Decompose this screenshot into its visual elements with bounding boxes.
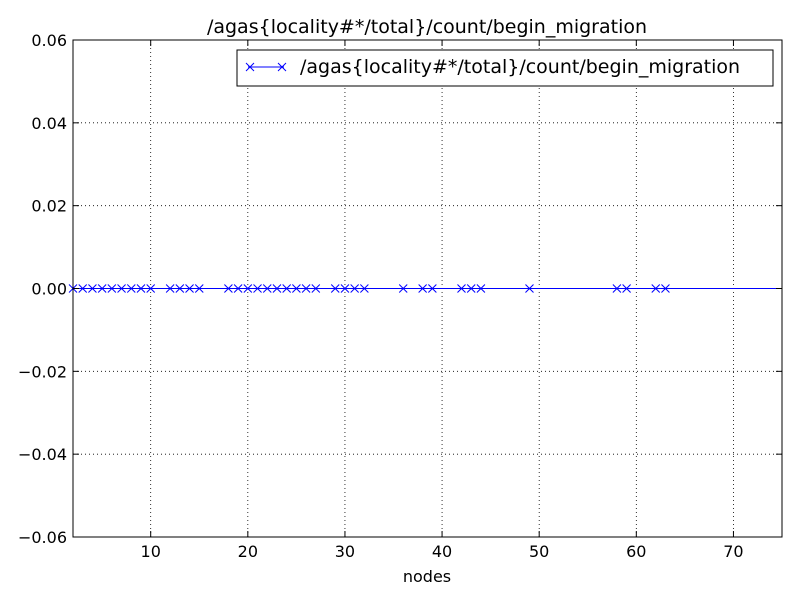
marker-stroke xyxy=(272,284,282,293)
x-tick-label: 60 xyxy=(626,542,646,561)
y-tick-label: 0.04 xyxy=(31,114,67,133)
y-tick-label: −0.02 xyxy=(18,362,67,381)
marker-stroke xyxy=(78,284,88,293)
marker-stroke xyxy=(612,284,622,293)
legend: /agas{locality#*/total}/count/begin_migr… xyxy=(236,49,774,87)
data-point-x-marker xyxy=(146,284,156,293)
marker-stroke xyxy=(146,284,156,293)
data-point-x-marker xyxy=(107,284,117,293)
data-point-x-marker xyxy=(175,284,185,293)
data-point-x-marker xyxy=(466,284,476,293)
marker-stroke xyxy=(466,284,476,293)
series-layer xyxy=(68,284,782,293)
marker-stroke xyxy=(340,284,350,293)
data-point-x-marker xyxy=(311,284,321,293)
marker-stroke xyxy=(253,284,262,293)
legend-label: /agas{locality#*/total}/count/begin_migr… xyxy=(300,56,740,78)
marker-stroke xyxy=(262,284,272,293)
data-point-x-marker xyxy=(330,284,340,293)
marker-stroke xyxy=(117,284,126,293)
y-tick-label: 0.06 xyxy=(31,31,67,50)
x-tick-label: 20 xyxy=(238,542,258,561)
marker-stroke xyxy=(175,284,185,293)
data-point-x-marker xyxy=(117,284,126,293)
marker-stroke xyxy=(428,284,437,293)
y-tick-label: −0.06 xyxy=(18,528,67,547)
data-point-x-marker xyxy=(126,284,136,293)
x-tick-label: 70 xyxy=(723,542,743,561)
marker-stroke xyxy=(165,284,175,293)
ticks: 10 20 30 40 50 60 70 −0.06 −0.04 −0.02 0.00 0.02 0.0… xyxy=(18,31,782,561)
y-tick-label: −0.04 xyxy=(18,445,67,464)
data-point-x-marker xyxy=(136,284,146,293)
chart-title: /agas{locality#*/total}/count/begin_migr… xyxy=(207,16,647,38)
data-point-x-marker xyxy=(398,284,408,293)
marker-stroke xyxy=(398,284,408,293)
marker-stroke xyxy=(651,284,661,293)
marker-stroke xyxy=(661,284,670,293)
data-point-x-marker xyxy=(224,284,233,293)
y-tick-label: 0.00 xyxy=(31,280,67,299)
legend-x-marker-icon xyxy=(245,62,287,72)
marker-stroke xyxy=(88,284,97,293)
data-point-x-marker xyxy=(97,284,107,293)
x-tick-label: 30 xyxy=(335,542,355,561)
marker-stroke xyxy=(224,284,233,293)
x-axis-title: nodes xyxy=(403,567,451,586)
marker-stroke xyxy=(243,284,253,293)
data-point-x-marker xyxy=(428,284,437,293)
marker-stroke xyxy=(282,284,292,293)
data-point-x-marker xyxy=(612,284,622,293)
marker-stroke xyxy=(107,284,117,293)
marker-stroke xyxy=(457,284,466,293)
data-point-x-marker xyxy=(88,284,97,293)
data-point-x-marker xyxy=(243,284,253,293)
marker-stroke xyxy=(233,284,243,293)
data-point-x-marker xyxy=(525,284,534,293)
data-point-x-marker xyxy=(194,284,204,293)
data-point-x-marker xyxy=(233,284,243,293)
marker-stroke xyxy=(525,284,534,293)
marker-stroke xyxy=(301,284,311,293)
data-point-x-marker xyxy=(457,284,466,293)
data-point-x-marker xyxy=(292,284,301,293)
data-point-x-marker xyxy=(622,284,631,293)
data-point-x-marker xyxy=(185,284,194,293)
data-point-x-marker xyxy=(350,284,360,293)
data-point-x-marker xyxy=(253,284,262,293)
data-point-x-marker xyxy=(661,284,670,293)
data-point-x-marker xyxy=(78,284,88,293)
marker-stroke xyxy=(194,284,204,293)
marker-stroke xyxy=(292,284,301,293)
marker-stroke xyxy=(622,284,631,293)
marker-stroke xyxy=(418,284,427,293)
data-point-x-marker xyxy=(476,284,486,293)
data-point-x-marker xyxy=(418,284,427,293)
x-tick-label: 40 xyxy=(432,542,452,561)
marker-stroke xyxy=(185,284,194,293)
marker-stroke xyxy=(97,284,107,293)
marker-stroke xyxy=(136,284,146,293)
x-tick-label: 10 xyxy=(141,542,161,561)
x-tick-label: 50 xyxy=(529,542,549,561)
data-point-x-marker xyxy=(301,284,311,293)
marker-stroke xyxy=(360,284,369,293)
marker-stroke xyxy=(330,284,340,293)
data-point-x-marker xyxy=(651,284,661,293)
legend-box xyxy=(236,49,774,87)
data-point-x-marker xyxy=(340,284,350,293)
marker-stroke xyxy=(476,284,486,293)
y-tick-label: 0.02 xyxy=(31,197,67,216)
data-point-x-marker xyxy=(360,284,369,293)
marker-stroke xyxy=(126,284,136,293)
marker-stroke xyxy=(311,284,321,293)
data-point-x-marker xyxy=(272,284,282,293)
data-point-x-marker xyxy=(282,284,292,293)
marker-stroke xyxy=(350,284,360,293)
data-point-x-marker xyxy=(262,284,272,293)
data-point-x-marker xyxy=(165,284,175,293)
